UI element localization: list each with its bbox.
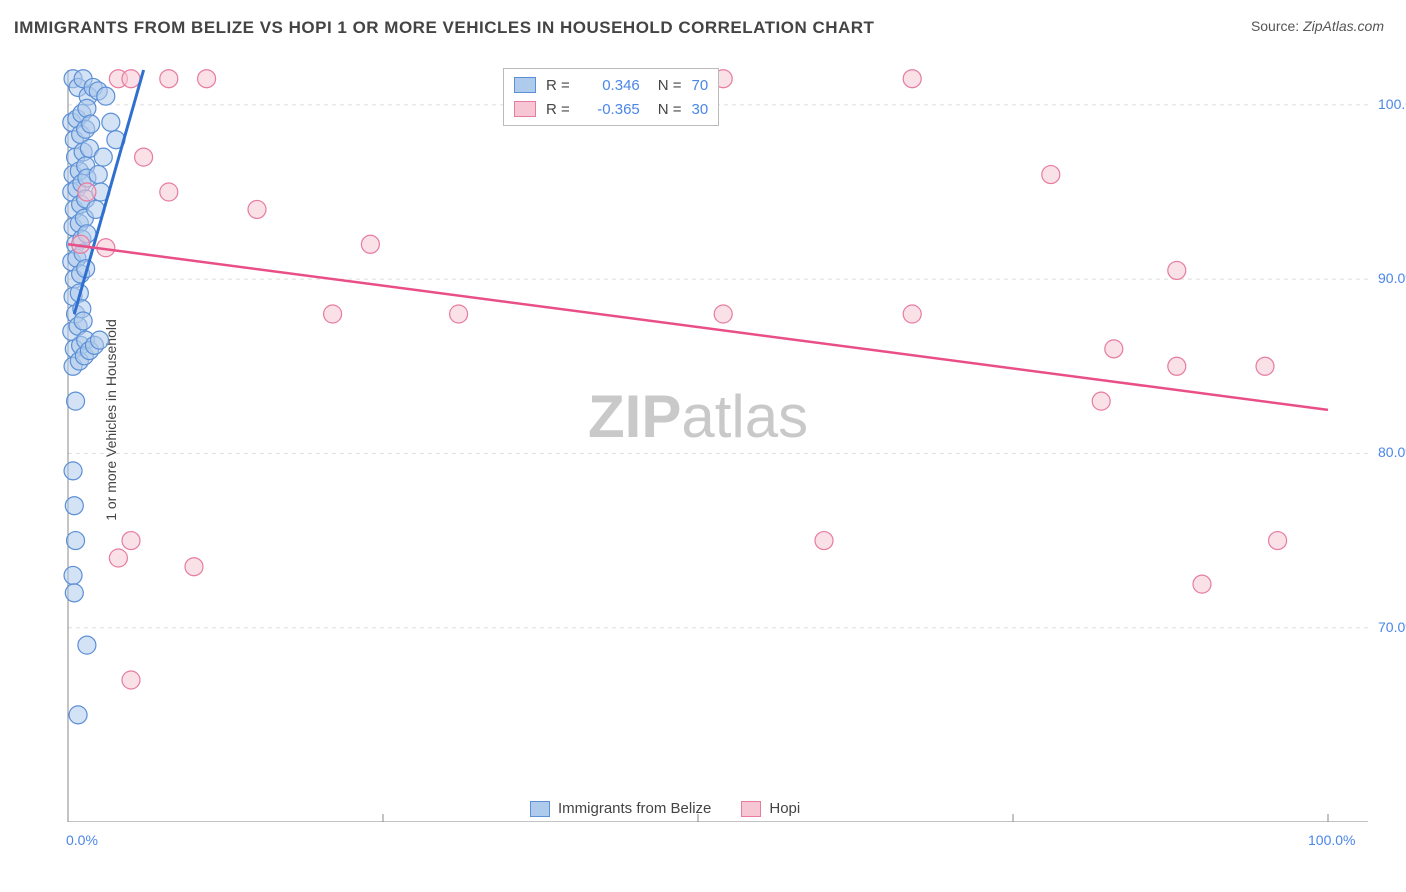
r-value: -0.365	[580, 101, 640, 118]
legend-row: R = 0.346 N = 70	[514, 73, 708, 97]
r-value: 0.346	[580, 77, 640, 94]
n-label: N =	[658, 101, 682, 118]
r-label: R =	[546, 101, 570, 118]
source-name: ZipAtlas.com	[1303, 18, 1384, 34]
legend-row: R = -0.365 N = 30	[514, 97, 708, 121]
source-attribution: Source: ZipAtlas.com	[1251, 18, 1384, 34]
legend-swatch	[530, 801, 550, 817]
source-label: Source:	[1251, 18, 1303, 34]
r-label: R =	[546, 77, 570, 94]
series-legend: Immigrants from Belize Hopi	[530, 800, 800, 817]
x-tick-label: 0.0%	[66, 832, 98, 848]
legend-swatch	[741, 801, 761, 817]
legend-swatch	[514, 101, 536, 117]
legend-label: Hopi	[769, 800, 800, 817]
legend-item: Hopi	[741, 800, 800, 817]
y-tick-label: 70.0%	[1378, 619, 1406, 635]
n-label: N =	[658, 77, 682, 94]
legend-label: Immigrants from Belize	[558, 800, 711, 817]
y-tick-label: 90.0%	[1378, 270, 1406, 286]
legend-item: Immigrants from Belize	[530, 800, 711, 817]
chart-container: { "title": "IMMIGRANTS FROM BELIZE VS HO…	[0, 0, 1406, 892]
plot-area: ZIPatlas R =0.346N =70R =-0.365N =30 70.…	[48, 62, 1388, 822]
chart-svg	[48, 62, 1388, 822]
n-value: 30	[692, 101, 709, 118]
y-tick-label: 100.0%	[1378, 96, 1406, 112]
y-tick-label: 80.0%	[1378, 444, 1406, 460]
x-tick-label: 100.0%	[1308, 832, 1355, 848]
n-value: 70	[692, 77, 709, 94]
legend-swatch	[514, 77, 536, 93]
chart-title: IMMIGRANTS FROM BELIZE VS HOPI 1 OR MORE…	[14, 18, 874, 38]
correlation-legend: R = 0.346 N = 70 R = -0.365 N = 30	[503, 68, 719, 126]
